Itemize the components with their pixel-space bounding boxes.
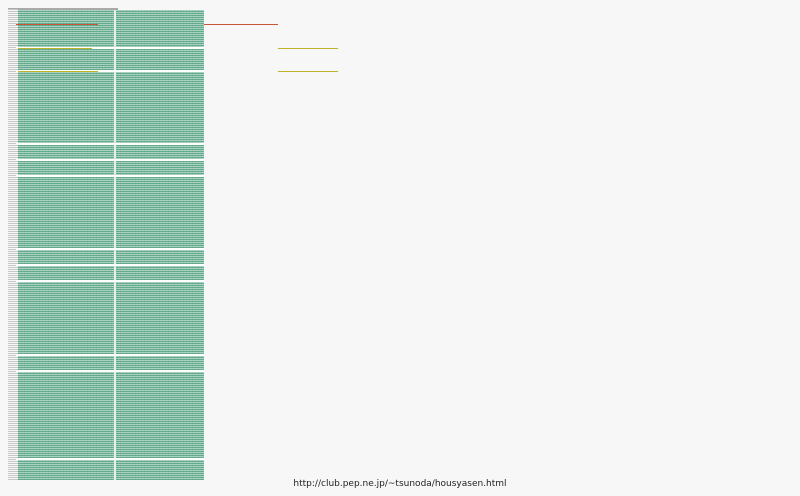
row-separator xyxy=(16,354,204,356)
row-separator xyxy=(16,47,204,49)
yellow-highlight-line xyxy=(18,48,92,49)
red-highlight-line xyxy=(204,24,278,25)
row-separator xyxy=(16,370,204,372)
row-separator xyxy=(16,264,204,266)
data-grid xyxy=(18,10,204,480)
yellow-highlight-line xyxy=(278,71,338,72)
row-separator xyxy=(16,70,204,72)
row-separator xyxy=(16,458,204,460)
header-mark xyxy=(8,8,118,10)
red-highlight-line xyxy=(16,24,98,25)
row-separator xyxy=(16,280,204,282)
yellow-highlight-line xyxy=(278,48,338,49)
row-separator xyxy=(16,175,204,177)
yellow-highlight-line xyxy=(18,71,98,72)
source-url: http://club.pep.ne.jp/~tsunoda/housyasen… xyxy=(293,479,507,489)
row-separator xyxy=(16,143,204,145)
row-separator xyxy=(16,159,204,161)
row-labels xyxy=(8,9,18,481)
row-separator xyxy=(16,248,204,250)
column-divider xyxy=(114,10,116,480)
